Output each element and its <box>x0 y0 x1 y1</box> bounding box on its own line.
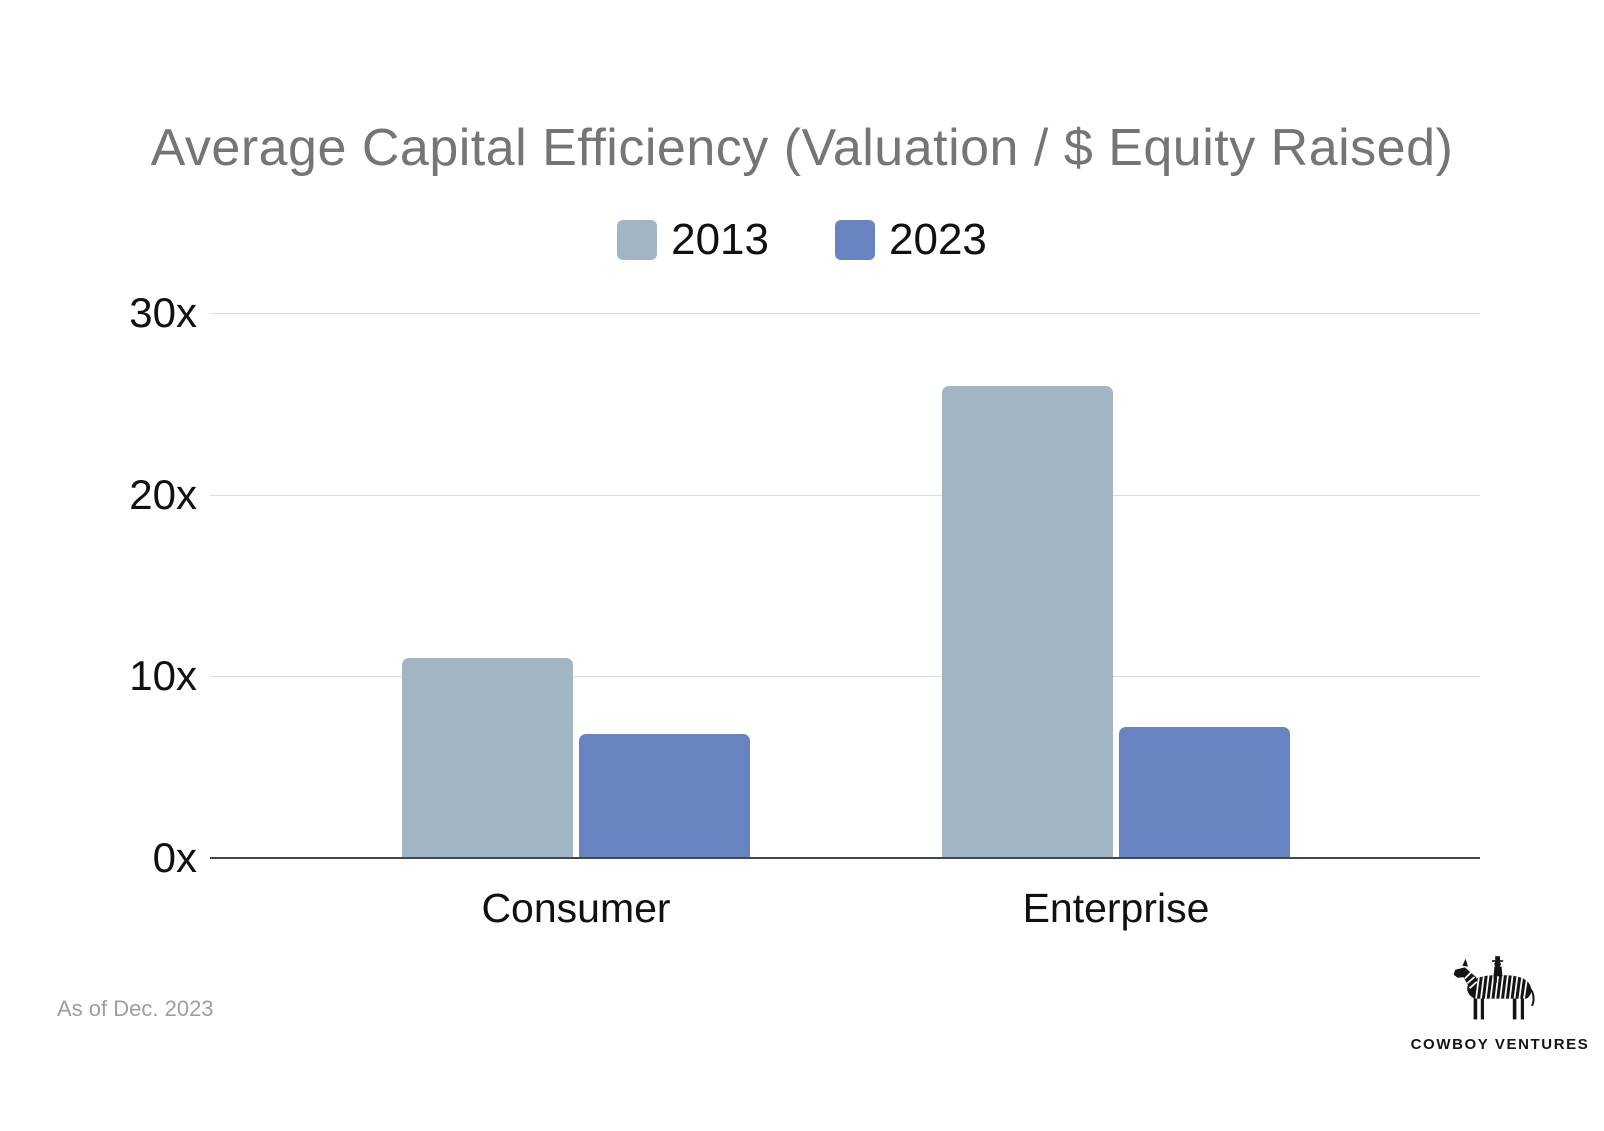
y-gridline-10x <box>210 676 1480 678</box>
y-gridline-30x <box>210 313 1480 314</box>
chart-title: Average Capital Efficiency (Valuation / … <box>150 119 1454 177</box>
y-gridline-20x <box>210 494 1480 496</box>
y-axis-tick-label: 20x <box>129 470 197 518</box>
zebra-with-rider-icon <box>1453 956 1535 1020</box>
legend-label: 2023 <box>889 215 987 264</box>
cowboy-ventures-logo: COWBOY VENTURES <box>1411 956 1588 1053</box>
footnote-as-of-date: As of Dec. 2023 <box>57 996 214 1021</box>
logo-wordmark: COWBOY VENTURES <box>1410 1036 1590 1053</box>
legend-item-2013: 2013 <box>617 215 769 265</box>
y-axis-tick-label: 0x <box>152 834 197 881</box>
bar-enterprise-2023 <box>1119 727 1290 858</box>
legend-swatch-2023 <box>835 220 875 260</box>
bar-consumer-2023 <box>579 734 750 858</box>
y-axis-tick-label: 10x <box>129 652 197 700</box>
bar-enterprise-2013 <box>942 385 1113 858</box>
bar-consumer-2013 <box>402 658 573 858</box>
x-axis-category-label: Consumer <box>481 885 671 931</box>
x-axis-category-label: Enterprise <box>1022 885 1210 931</box>
x-axis-line <box>210 857 1480 859</box>
y-axis-tick-label: 30x <box>129 289 197 336</box>
chart-legend: 2013 2023 <box>0 215 1604 265</box>
legend-label: 2013 <box>671 215 769 264</box>
legend-item-2023: 2023 <box>835 215 987 265</box>
legend-swatch-2013 <box>617 220 658 260</box>
